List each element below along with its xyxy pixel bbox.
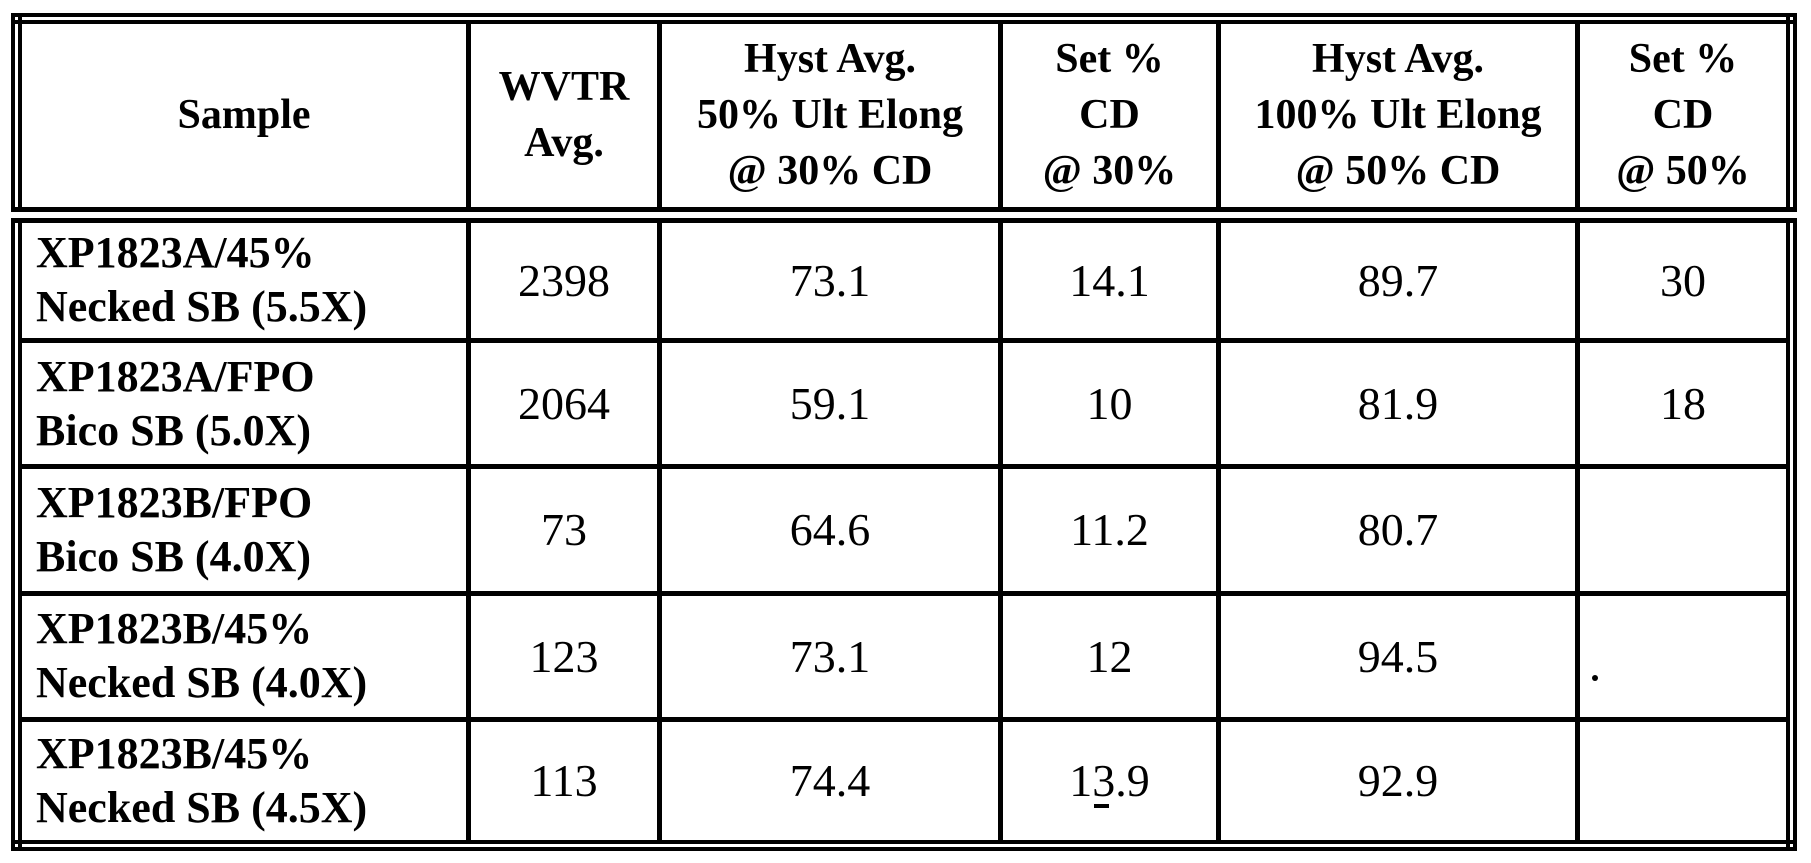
wvtr-avg-cell: 123 xyxy=(466,590,662,722)
header-line: Hyst Avg. xyxy=(744,36,916,83)
sample-name-line: Bico SB (4.0X) xyxy=(36,531,311,581)
sample-name-line: Necked SB (5.5X) xyxy=(36,282,368,332)
hyst-avg-100-cell: 94.5 xyxy=(1216,590,1580,722)
hyst-avg-50-cell: 73.1 xyxy=(657,590,1003,722)
table-body: XP1823A/45% Necked SB (5.5X) 2398 73.1 1… xyxy=(14,211,1794,849)
sample-name-line: XP1823B/FPO xyxy=(36,477,313,527)
wvtr-avg-cell: 2398 xyxy=(466,211,662,344)
data-table: Sample WVTR Avg. Hyst Avg. 50% Ult Elong… xyxy=(11,13,1797,851)
set-cd-30-cell: 13.9 xyxy=(998,716,1221,849)
column-header-set-cd-30: Set % CD @ 30% xyxy=(998,16,1221,223)
set-cd-30-cell: 12 xyxy=(998,590,1221,722)
sample-cell: XP1823A/FPO Bico SB (5.0X) xyxy=(14,338,471,470)
header-line: Sample xyxy=(177,92,311,139)
sample-name-line: XP1823B/45% xyxy=(36,604,313,654)
sample-cell: XP1823B/45% Necked SB (4.5X) xyxy=(14,716,471,849)
set-cd-50-cell xyxy=(1575,590,1794,722)
column-header-hyst-avg-50: Hyst Avg. 50% Ult Elong @ 30% CD xyxy=(657,16,1003,223)
hyst-avg-100-cell: 81.9 xyxy=(1216,338,1580,470)
table-row: XP1823A/45% Necked SB (5.5X) 2398 73.1 1… xyxy=(14,211,1794,344)
hyst-avg-100-cell: 80.7 xyxy=(1216,464,1580,596)
column-header-hyst-avg-100: Hyst Avg. 100% Ult Elong @ 50% CD xyxy=(1216,16,1580,223)
sample-name-line: XP1823A/FPO xyxy=(36,351,315,401)
hyst-avg-100-cell: 89.7 xyxy=(1216,211,1580,344)
hyst-avg-50-cell: 73.1 xyxy=(657,211,1003,344)
table-row: XP1823B/45% Necked SB (4.5X) 113 74.4 13… xyxy=(14,716,1794,849)
set-cd-50-cell: 30 xyxy=(1575,211,1794,344)
set-cd-50-cell xyxy=(1575,464,1794,596)
header-line: CD xyxy=(1652,92,1714,139)
header-line: @ 30% xyxy=(1042,148,1177,195)
header-line: Hyst Avg. xyxy=(1312,36,1484,83)
header-line: @ 30% CD xyxy=(727,148,933,195)
sample-name-line: Necked SB (4.0X) xyxy=(36,658,368,708)
sample-name-line: Necked SB (4.5X) xyxy=(36,782,368,832)
hyst-avg-50-cell: 59.1 xyxy=(657,338,1003,470)
sample-cell: XP1823B/FPO Bico SB (4.0X) xyxy=(14,464,471,596)
sample-name-line: Bico SB (5.0X) xyxy=(36,405,311,455)
table-row: XP1823A/FPO Bico SB (5.0X) 2064 59.1 10 … xyxy=(14,338,1794,470)
table-row: XP1823B/FPO Bico SB (4.0X) 73 64.6 11.2 … xyxy=(14,464,1794,596)
sample-cell: XP1823B/45% Necked SB (4.0X) xyxy=(14,590,471,722)
header-line: Avg. xyxy=(524,120,604,167)
column-header-wvtr-avg: WVTR Avg. xyxy=(466,16,662,223)
table-header: Sample WVTR Avg. Hyst Avg. 50% Ult Elong… xyxy=(14,16,1794,223)
header-line: Set % xyxy=(1055,36,1164,83)
wvtr-avg-cell: 2064 xyxy=(466,338,662,470)
set-cd-30-cell: 14.1 xyxy=(998,211,1221,344)
hyst-avg-50-cell: 74.4 xyxy=(657,716,1003,849)
header-line: 100% Ult Elong xyxy=(1254,92,1542,139)
hyst-avg-100-cell: 92.9 xyxy=(1216,716,1580,849)
wvtr-avg-cell: 73 xyxy=(466,464,662,596)
sample-name-line: XP1823B/45% xyxy=(36,728,313,778)
column-header-set-cd-50: Set % CD @ 50% xyxy=(1575,16,1794,223)
column-header-sample: Sample xyxy=(14,16,471,223)
set-cd-30-cell: 11.2 xyxy=(998,464,1221,596)
table-row: XP1823B/45% Necked SB (4.0X) 123 73.1 12… xyxy=(14,590,1794,722)
header-line: @ 50% xyxy=(1616,148,1750,195)
hyst-avg-50-cell: 64.6 xyxy=(657,464,1003,596)
header-line: CD xyxy=(1079,92,1140,139)
header-line: Set % xyxy=(1628,36,1738,83)
set-cd-50-cell: 18 xyxy=(1575,338,1794,470)
sample-cell: XP1823A/45% Necked SB (5.5X) xyxy=(14,211,471,344)
header-line: @ 50% CD xyxy=(1295,148,1501,195)
header-line: WVTR xyxy=(498,64,630,111)
scan-artifact-dot xyxy=(1592,675,1598,681)
set-cd-50-cell xyxy=(1575,716,1794,849)
header-row: Sample WVTR Avg. Hyst Avg. 50% Ult Elong… xyxy=(14,16,1794,223)
wvtr-avg-cell: 113 xyxy=(466,716,662,849)
scan-artifact-dash xyxy=(1094,804,1109,808)
set-cd-30-cell: 10 xyxy=(998,338,1221,470)
sample-name-line: XP1823A/45% xyxy=(36,228,315,278)
header-line: 50% Ult Elong xyxy=(696,92,964,139)
